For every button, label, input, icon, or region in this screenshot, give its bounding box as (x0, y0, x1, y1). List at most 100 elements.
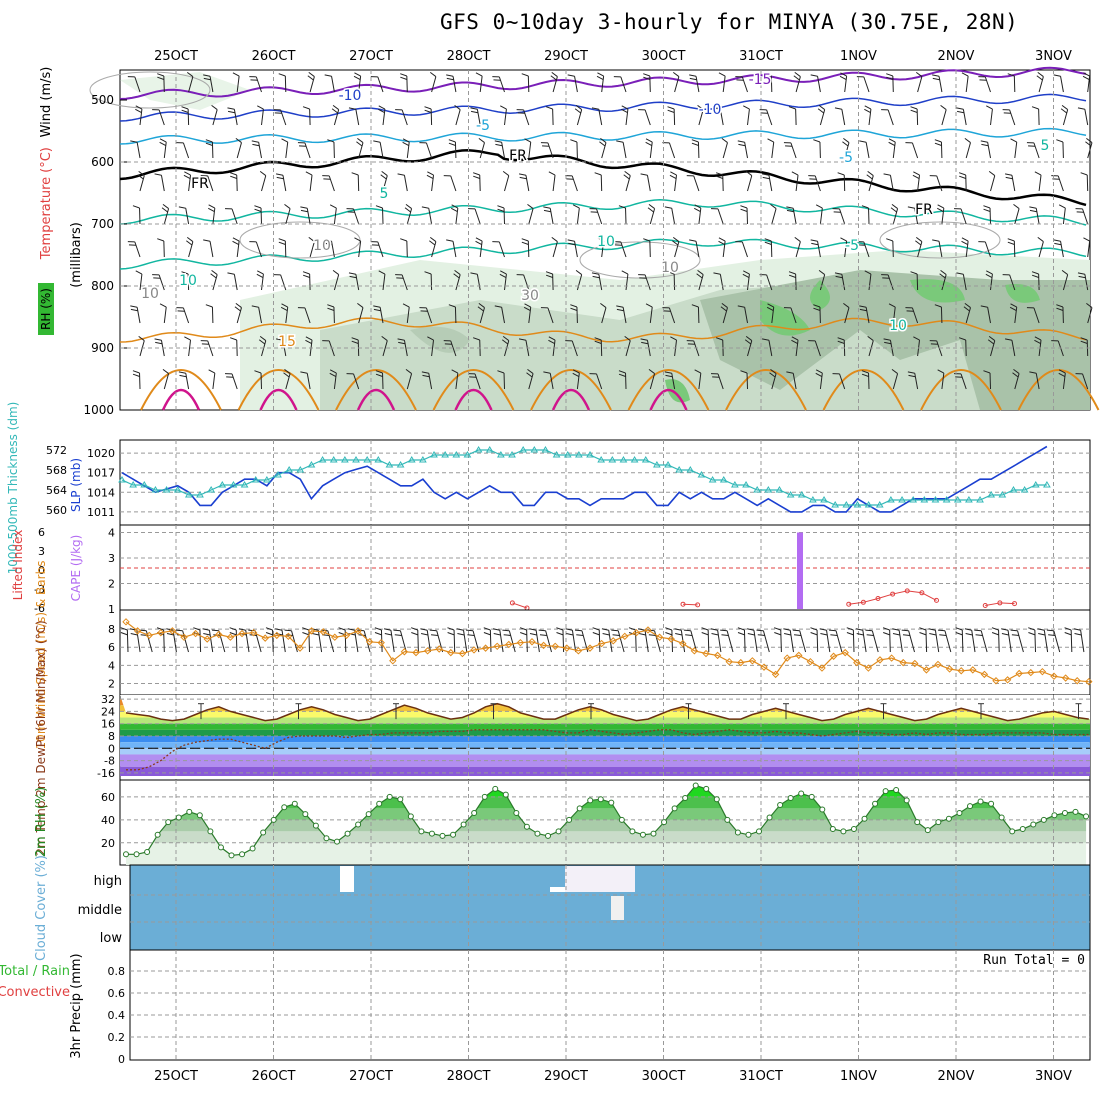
wind-barb-feather (327, 304, 335, 308)
rh-point (945, 815, 952, 822)
wind-barb (308, 629, 310, 653)
wind-barb (463, 630, 468, 653)
wind-barb-feather (721, 137, 728, 143)
wind-barb (280, 274, 287, 291)
wind-barb-feather (693, 207, 701, 213)
wind-barb (598, 274, 603, 291)
wind-barb (549, 373, 554, 390)
thickness-marker (274, 471, 282, 478)
wind-barb-feather (1053, 239, 1061, 242)
wind-barb (698, 109, 704, 126)
wind-speed-marker (191, 629, 200, 638)
wind-speed-marker (563, 644, 571, 652)
wind-barb (1087, 76, 1091, 93)
thickness-ylabel: 1000-500mb Thickness (dm) (6, 402, 20, 575)
thickness-marker (574, 451, 583, 458)
wind-barb-feather (602, 633, 610, 636)
wind-barb-feather (694, 204, 702, 209)
wind-barb-feather (915, 240, 922, 246)
wind-barb (889, 629, 891, 653)
wind-barb (649, 373, 656, 390)
wind-barb (1082, 208, 1089, 225)
wind-barb-feather (211, 104, 218, 110)
wind-barb-feather (835, 275, 843, 279)
wind-barb (426, 630, 431, 653)
wind-barb (649, 142, 653, 159)
wind-barb-feather (1083, 237, 1090, 242)
wind-barb-feather (592, 627, 600, 631)
wind-barb (698, 373, 702, 390)
wind-barb (574, 241, 578, 258)
wind-speed-marker (1015, 669, 1023, 678)
wind-barb (236, 76, 240, 93)
wind-barb-feather (229, 627, 237, 631)
wind-speed-marker (423, 647, 432, 655)
wind-barb-feather (891, 203, 898, 209)
rh-shading (410, 326, 470, 353)
wind-barb (771, 373, 777, 390)
thickness-marker (831, 501, 840, 508)
wind-barb-feather (837, 172, 845, 176)
wind-speed-marker (505, 640, 513, 649)
li-point (509, 600, 515, 606)
wind-barb (819, 373, 823, 390)
wind-barb-feather (901, 629, 909, 632)
wind-barb-feather (737, 140, 745, 143)
wind-barb-feather (229, 632, 237, 636)
wind-barb-feather (210, 273, 217, 279)
wind-barb-feather (256, 273, 264, 279)
wind-barb (987, 142, 991, 159)
temp-band (120, 717, 1090, 724)
wind-barb (960, 373, 967, 390)
wind-barb (717, 208, 724, 225)
wind-barb-feather (1013, 203, 1020, 209)
wind-barb-feather (556, 627, 564, 631)
wind-barb-feather (162, 368, 169, 374)
cape-tick-label: 2 (108, 578, 115, 591)
wind-barb-feather (665, 374, 673, 378)
wind-barb-feather (618, 370, 626, 374)
wind-barb-feather (886, 238, 894, 242)
wind-barb-feather (278, 238, 286, 242)
temperature-contour (119, 149, 1087, 207)
wind-barb-feather (867, 170, 874, 176)
wind-barb (1038, 76, 1044, 93)
wind-barb (406, 142, 410, 159)
wind-speed-marker (342, 631, 351, 640)
wind-barb (841, 109, 846, 126)
wind-barb-feather (229, 337, 237, 341)
wind-barb (309, 175, 313, 192)
wind-barb-feather (179, 374, 187, 378)
wind-barb (934, 630, 940, 653)
wind-barb-feather (251, 140, 259, 143)
rh-point (872, 800, 879, 807)
thickness-marker (875, 501, 884, 508)
wind-barb (819, 109, 826, 126)
wind-barb-feather (404, 207, 411, 213)
wind-barb (236, 142, 242, 159)
thickness-marker (508, 451, 516, 458)
wind-barb (528, 208, 534, 225)
wind-barb-feather (470, 272, 478, 275)
wind-barb-feather (300, 206, 308, 209)
wind-speed-marker (435, 645, 443, 653)
wind-barb (1062, 109, 1069, 126)
rh-point (323, 835, 330, 842)
mid-cloud (611, 896, 624, 920)
wind-barb (695, 241, 700, 258)
wind-barb (768, 175, 773, 192)
wind-barb-feather (545, 106, 553, 110)
rh-point (228, 852, 235, 859)
wind-barb (601, 307, 607, 324)
wind-barb-feather (521, 73, 529, 77)
wind-barb (771, 208, 777, 225)
bottom-date-label: 28OCT (447, 1069, 491, 1084)
wind-barb-feather (138, 170, 145, 176)
wind-tick-label: 4 (108, 659, 115, 672)
rh-point (829, 826, 836, 833)
surface-temp-contour-hot (259, 388, 298, 411)
wind-barb-feather (740, 205, 748, 209)
wind-barb (649, 307, 653, 324)
wind-barb-feather (518, 173, 527, 176)
rh-point (724, 816, 731, 823)
